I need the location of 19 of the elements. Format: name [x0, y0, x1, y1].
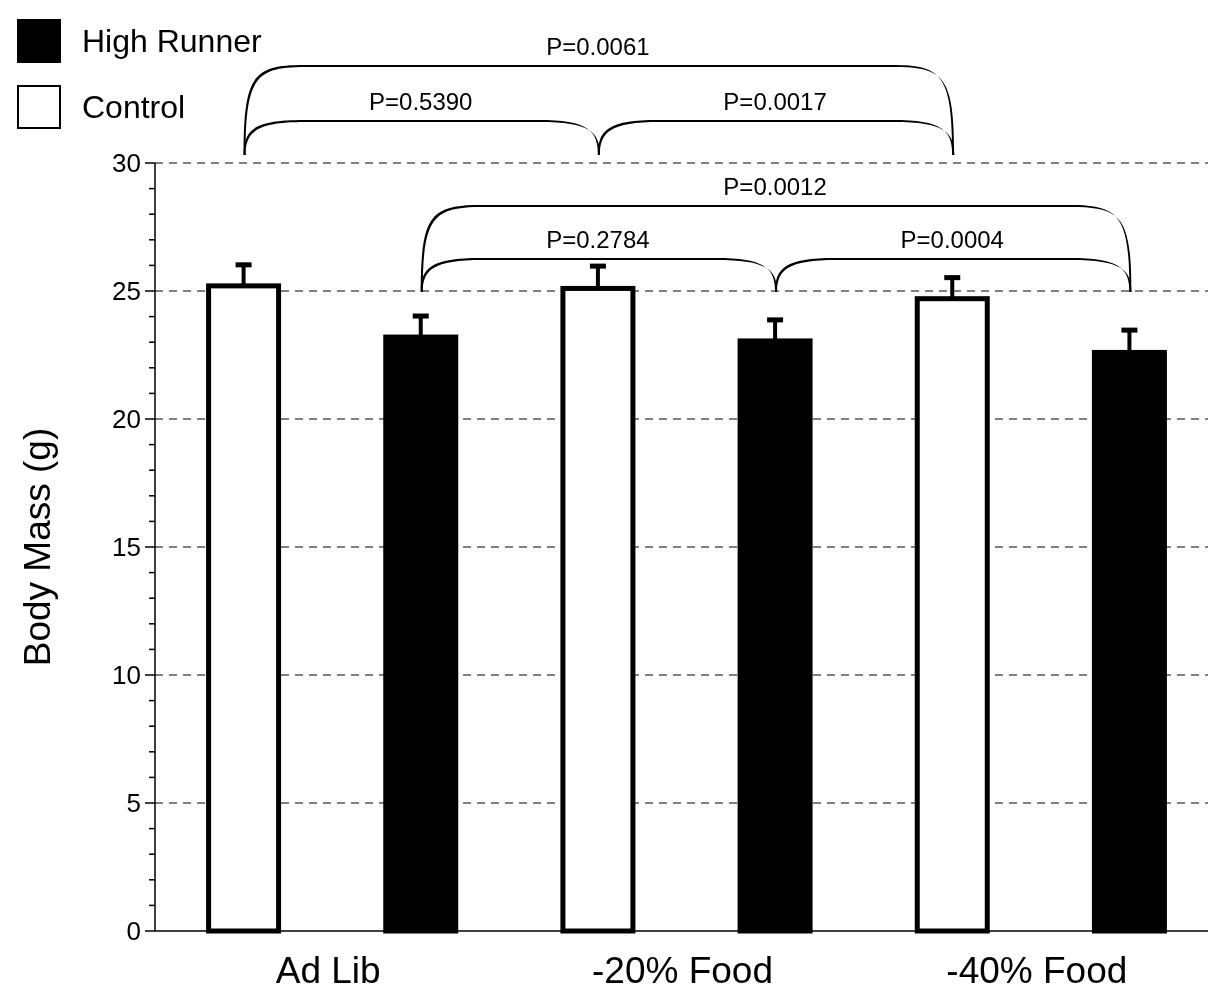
y-tick-label: 20	[112, 404, 141, 435]
x-tick-label: Ad Lib	[275, 950, 381, 985]
text: P=0.5390	[369, 88, 473, 115]
y-tick-label: 30	[112, 148, 141, 179]
annotation: P=0.0012	[723, 173, 827, 200]
x-tick-label: -40% Food	[946, 950, 1128, 985]
y-tick-label: 10	[112, 660, 141, 691]
y-tick-label: 0	[126, 916, 141, 947]
legend-label: High Runner	[82, 23, 262, 60]
annotation: P=0.0004	[900, 226, 1004, 253]
y-tick-label: 5	[126, 788, 141, 819]
y-tick-label: 25	[112, 276, 141, 307]
legend-label: Control	[82, 89, 186, 126]
annotation: P=0.2784	[546, 226, 650, 253]
text: P=0.0061	[546, 33, 650, 60]
y-axis-title: Body Mass (g)	[17, 427, 58, 667]
y-tick-label: 15	[112, 532, 141, 563]
x-tick-label: -20% Food	[592, 950, 773, 985]
text: P=0.0017	[723, 88, 827, 115]
